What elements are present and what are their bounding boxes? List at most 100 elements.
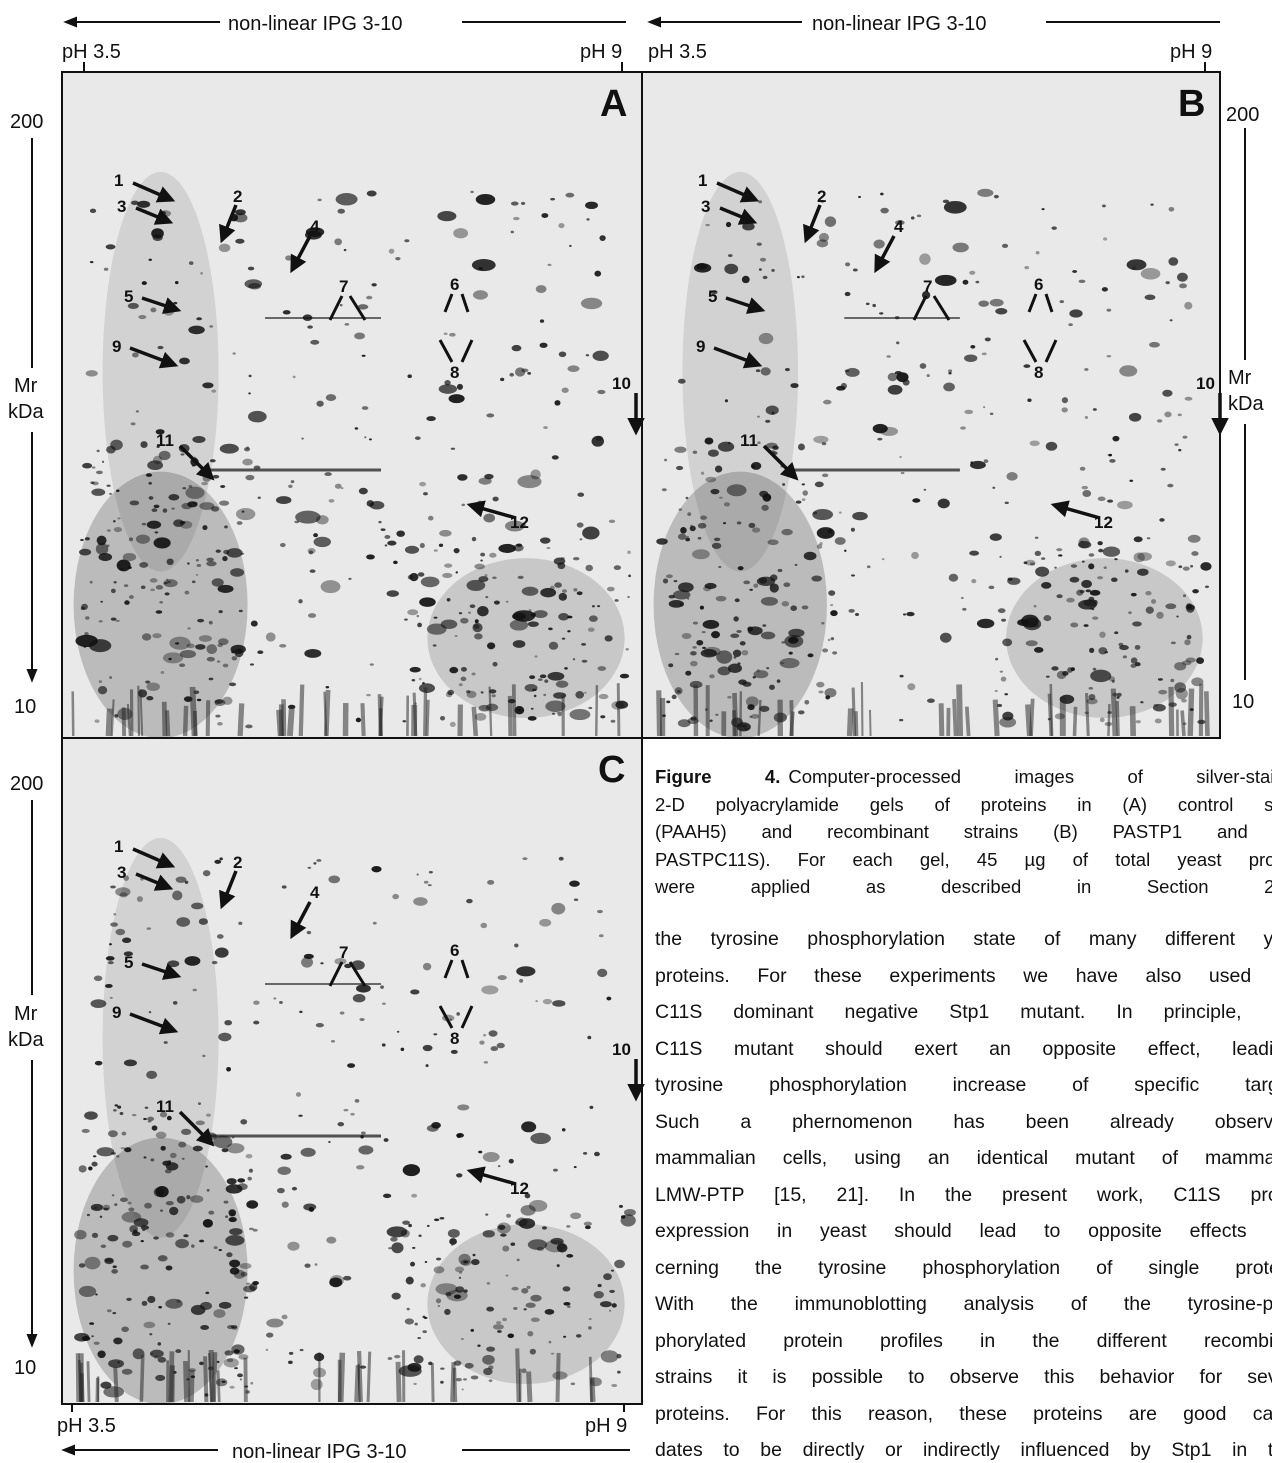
gel-spot (229, 1386, 234, 1389)
gel-spot (371, 283, 376, 286)
gel-spot (693, 451, 697, 454)
gel-spot (1062, 397, 1068, 403)
gel-spot (458, 1254, 470, 1265)
gel-streak (1031, 699, 1033, 736)
gel-spot (105, 984, 113, 988)
gel-spot (257, 650, 263, 654)
gel-spot (498, 1225, 505, 1230)
gel-spot (266, 1349, 269, 1351)
gel-spot (84, 632, 88, 636)
gel-spot (700, 515, 707, 519)
gel-spot (1051, 666, 1058, 670)
gel-spot (422, 1330, 426, 1333)
gel-spot (999, 717, 1016, 728)
gel-spot (502, 1246, 509, 1252)
gel-streak (88, 1361, 89, 1402)
gel-spot (88, 1166, 92, 1170)
gel-spot (701, 472, 704, 475)
gel-spot (566, 1225, 570, 1228)
gel-spot (886, 355, 890, 357)
gel-spot (166, 1232, 175, 1237)
body-line: dates to be directly or indirectly influ… (655, 1439, 1272, 1462)
gel-spot (94, 719, 99, 723)
body-line: mammalian cells, using an identical muta… (655, 1147, 1272, 1170)
gel-spot (990, 413, 994, 415)
spot-label: 9 (112, 1003, 121, 1022)
gel-spot (1005, 502, 1009, 504)
gel-spot (470, 191, 473, 193)
gel-spot (1098, 549, 1103, 553)
gel-spot (366, 554, 375, 559)
spot-label: 8 (1034, 363, 1043, 382)
gel-spot (1171, 642, 1176, 645)
gel-spot (455, 1266, 464, 1272)
gel-spot (511, 1243, 516, 1246)
spot-label: 1 (114, 837, 123, 856)
gel-spot (1046, 676, 1050, 678)
gel-spot (511, 1287, 518, 1291)
gel-spot (215, 699, 224, 703)
gel-spot (763, 276, 768, 279)
gel-spot (563, 1302, 570, 1306)
gel-spot (343, 1109, 348, 1112)
gel-spot (483, 1368, 492, 1375)
gel-spot (1002, 638, 1012, 646)
body-line: proteins. For these experiments we have … (655, 965, 1272, 988)
gel-spot (804, 700, 809, 705)
gel-spot (759, 491, 768, 497)
gel-spot (450, 1019, 452, 1021)
gel-spot (142, 633, 151, 640)
gel-spot (380, 985, 384, 988)
gel-spot (760, 258, 766, 262)
gel-spot (388, 1357, 393, 1360)
gel-spot (248, 392, 251, 394)
gel-spot (687, 512, 691, 516)
gel-spot (548, 672, 565, 681)
gel-spot (603, 1273, 612, 1280)
gel-spot (521, 369, 528, 373)
gel-spot (543, 999, 552, 1005)
gel-spot (711, 631, 720, 638)
gel-spot (1067, 667, 1073, 673)
gel-spot (324, 472, 331, 476)
gel-spot (433, 644, 437, 646)
gel-spot (107, 1235, 118, 1242)
gel-spot (527, 372, 531, 375)
gel-spot (237, 1373, 243, 1377)
gel-spot (103, 1386, 124, 1397)
gel-spot (1170, 319, 1173, 321)
gel-spot (408, 1363, 422, 1372)
gel-streak (191, 1370, 192, 1402)
gel-spot (154, 537, 171, 548)
gel-spot (166, 579, 168, 581)
gel-spot (1034, 647, 1043, 653)
gel-spot (108, 1359, 124, 1368)
gel-spot (825, 695, 830, 699)
gel-spot (1060, 300, 1064, 303)
gel-spot (557, 712, 562, 715)
gel-spot (816, 682, 824, 688)
gel-spot (1093, 668, 1097, 671)
gel-spot (698, 537, 702, 540)
gel-spot (700, 606, 704, 610)
gel-spot (456, 1012, 460, 1016)
gel-spot (95, 1061, 103, 1066)
gel-spot (943, 200, 949, 204)
gel-spot (199, 1362, 204, 1366)
gel-spot (1041, 582, 1051, 589)
gel-spot (983, 406, 985, 408)
gel-spot (853, 268, 858, 271)
gel-spot (168, 1323, 171, 1325)
gel-spot (1149, 342, 1160, 348)
gel-spot (506, 1275, 509, 1277)
gel-spot (845, 292, 851, 296)
gel-spot (588, 628, 595, 632)
gel-streak (427, 700, 428, 736)
gel-spot (559, 593, 567, 601)
gel-spot (414, 1323, 417, 1326)
gel-spot (238, 922, 242, 925)
gel-spot (1131, 593, 1137, 597)
gel-spot (912, 498, 920, 502)
gel-spot (144, 1156, 147, 1158)
gel-spot (1141, 268, 1161, 280)
